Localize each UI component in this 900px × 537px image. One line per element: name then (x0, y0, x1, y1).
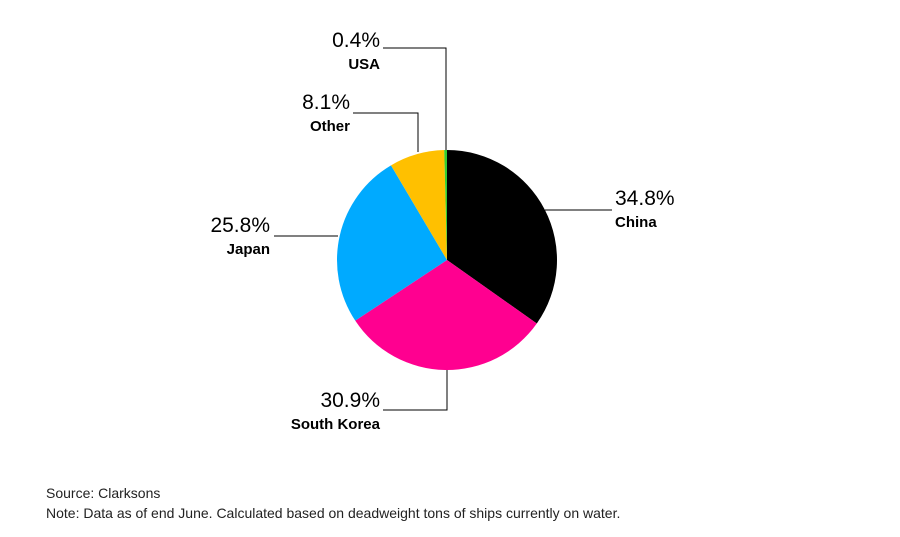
percent-label-other: 8.1% (302, 91, 350, 114)
pie-slice-other (391, 150, 447, 260)
source-note: Source: Clarksons (46, 485, 161, 501)
category-label-china: China (615, 214, 657, 231)
pie-slice-china (447, 150, 557, 324)
category-label-usa: USA (348, 56, 380, 73)
pie-slice-japan (337, 165, 447, 321)
leader-lines (274, 47, 612, 411)
percent-label-south-korea: 30.9% (320, 389, 380, 412)
percent-label-china: 34.8% (615, 187, 675, 210)
leader-line-south-korea (383, 370, 448, 411)
leader-line-usa (383, 47, 447, 150)
data-note: Note: Data as of end June. Calculated ba… (46, 505, 621, 521)
slice-labels: 34.8% China 30.9% South Korea 25.8% Japan 8.1%… (210, 29, 674, 433)
pie-slice-south-korea (355, 260, 537, 370)
leader-line-other (353, 112, 419, 152)
pie-slice-usa (444, 150, 447, 260)
category-label-south-korea: South Korea (291, 416, 381, 433)
category-label-other: Other (310, 118, 350, 135)
percent-label-usa: 0.4% (332, 29, 380, 52)
percent-label-japan: 25.8% (210, 214, 270, 237)
pie-slices (337, 150, 557, 370)
category-label-japan: Japan (227, 241, 270, 258)
